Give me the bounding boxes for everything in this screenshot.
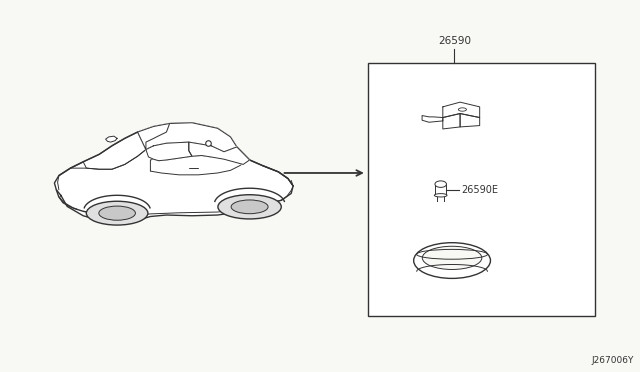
- Polygon shape: [54, 123, 293, 222]
- Polygon shape: [106, 136, 117, 142]
- Ellipse shape: [218, 195, 282, 219]
- Ellipse shape: [435, 181, 447, 187]
- Ellipse shape: [99, 206, 136, 220]
- Ellipse shape: [413, 243, 490, 278]
- Polygon shape: [443, 102, 480, 118]
- Polygon shape: [83, 132, 146, 169]
- Polygon shape: [146, 142, 192, 161]
- Bar: [435, 184, 447, 195]
- Text: 26590E: 26590E: [461, 185, 498, 195]
- Ellipse shape: [435, 193, 447, 197]
- Ellipse shape: [422, 246, 482, 269]
- Text: J267006Y: J267006Y: [591, 356, 634, 365]
- Polygon shape: [422, 116, 443, 122]
- Polygon shape: [189, 142, 250, 164]
- Ellipse shape: [86, 201, 148, 225]
- Text: 26590: 26590: [438, 36, 471, 46]
- Bar: [368, 63, 595, 316]
- Polygon shape: [138, 123, 237, 152]
- Polygon shape: [138, 124, 170, 150]
- Polygon shape: [460, 113, 480, 127]
- Polygon shape: [443, 113, 460, 129]
- Ellipse shape: [231, 200, 268, 214]
